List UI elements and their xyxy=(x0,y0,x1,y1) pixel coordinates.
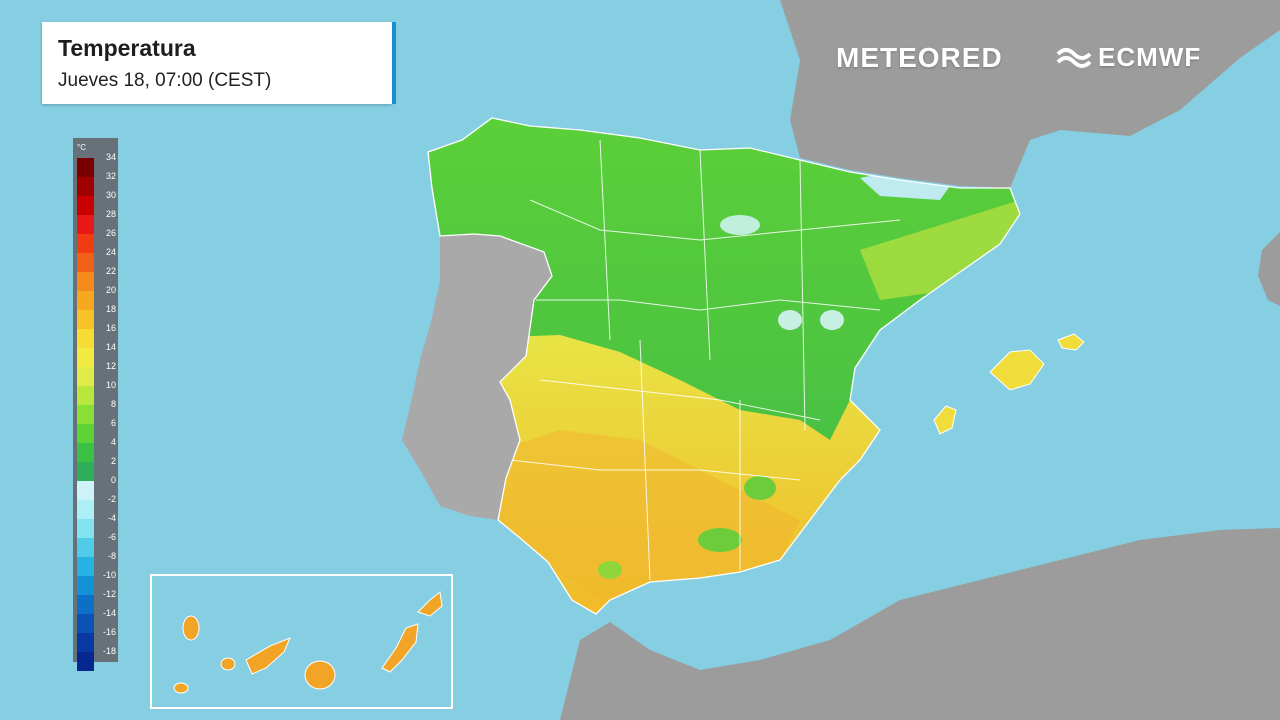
legend-swatch xyxy=(77,614,94,633)
legend-tick-label: -2 xyxy=(107,494,116,504)
legend-tick-label: 2 xyxy=(110,456,116,466)
legend-tick-label: 22 xyxy=(105,266,116,276)
legend-tick-label: 18 xyxy=(105,304,116,314)
mallorca-island xyxy=(989,349,1045,391)
legend-tick-label: -18 xyxy=(102,646,116,656)
legend-swatch xyxy=(77,595,94,614)
legend-tick-label: 26 xyxy=(105,228,116,238)
legend-swatch xyxy=(77,519,94,538)
legend-swatch xyxy=(77,215,94,234)
legend-tick-label: -4 xyxy=(107,513,116,523)
canary-islands-inset-frame xyxy=(150,574,453,709)
legend-swatch xyxy=(77,633,94,652)
title-accent-bar xyxy=(392,22,396,104)
africa-landmass xyxy=(560,528,1280,720)
meteored-logo: METEORED xyxy=(836,42,1003,73)
legend-tick-label: -6 xyxy=(107,532,116,542)
map-title: Temperatura xyxy=(58,35,196,61)
legend-swatch xyxy=(77,576,94,595)
map-title-box: Temperatura Jueves 18, 07:00 (CEST) xyxy=(42,22,396,104)
legend-swatch xyxy=(77,538,94,557)
legend-swatch xyxy=(77,405,94,424)
legend-tick-label: 30 xyxy=(105,190,116,200)
legend-tick-label: 6 xyxy=(110,418,116,428)
ecmwf-logo: ECMWF xyxy=(1098,42,1202,72)
legend-tick-label: 32 xyxy=(105,171,116,181)
legend-tick-label: 0 xyxy=(110,475,116,485)
legend-tick-label: 28 xyxy=(105,209,116,219)
legend-swatch xyxy=(77,272,94,291)
lanzarote-island xyxy=(417,591,443,617)
legend-tick-label: 16 xyxy=(105,323,116,333)
legend-tick-label: 14 xyxy=(105,342,116,352)
la-palma-island xyxy=(182,615,200,641)
legend-swatch xyxy=(77,481,94,500)
legend-swatch xyxy=(77,424,94,443)
menorca-island xyxy=(1057,333,1085,351)
legend-swatch xyxy=(77,652,94,671)
legend-tick-label: 20 xyxy=(105,285,116,295)
legend-tick-label: -12 xyxy=(102,589,116,599)
legend-tick-label: -8 xyxy=(107,551,116,561)
legend-tick-label: 10 xyxy=(105,380,116,390)
legend-swatch xyxy=(77,500,94,519)
legend-swatch xyxy=(77,329,94,348)
legend-tick-label: 8 xyxy=(110,399,116,409)
ecmwf-logo-icon xyxy=(1056,48,1092,68)
la-gomera-island xyxy=(220,657,236,671)
legend-swatch xyxy=(77,348,94,367)
fuerteventura-island xyxy=(381,623,419,673)
ibiza-island xyxy=(933,405,957,435)
canary-islands xyxy=(173,591,443,694)
legend-tick-label: 34 xyxy=(105,152,116,162)
sardinia-landmass xyxy=(1258,232,1280,306)
legend-tick-label: 4 xyxy=(110,437,116,447)
legend-swatch xyxy=(77,462,94,481)
legend-swatch xyxy=(77,291,94,310)
legend-swatch xyxy=(77,386,94,405)
legend-tick-label: 12 xyxy=(105,361,116,371)
tenerife-island xyxy=(245,637,291,675)
legend-swatch xyxy=(77,557,94,576)
legend-swatch xyxy=(77,443,94,462)
legend-swatch xyxy=(77,177,94,196)
portugal-landmass xyxy=(402,234,552,520)
legend-tick-label: -14 xyxy=(102,608,116,618)
legend-tick-label: -10 xyxy=(102,570,116,580)
legend-swatch xyxy=(77,253,94,272)
map-subtitle: Jueves 18, 07:00 (CEST) xyxy=(58,70,272,91)
france-landmass xyxy=(780,0,1280,188)
gran-canaria-island xyxy=(304,660,336,690)
legend-swatch xyxy=(77,367,94,386)
temperature-legend: °C 34 32 30 28 26 24 22 20 18 16 14 12 10 8 6 4 2 0 -2 -4 -6… xyxy=(73,138,118,671)
legend-unit: °C xyxy=(77,143,86,152)
legend-swatch xyxy=(77,158,94,177)
legend-tick-label: 24 xyxy=(105,247,116,257)
legend-swatch xyxy=(77,196,94,215)
spain-temperature-field xyxy=(428,118,1020,614)
legend-swatch xyxy=(77,234,94,253)
legend-swatch xyxy=(77,310,94,329)
legend-tick-label: -16 xyxy=(102,627,116,637)
el-hierro-island xyxy=(173,682,189,694)
